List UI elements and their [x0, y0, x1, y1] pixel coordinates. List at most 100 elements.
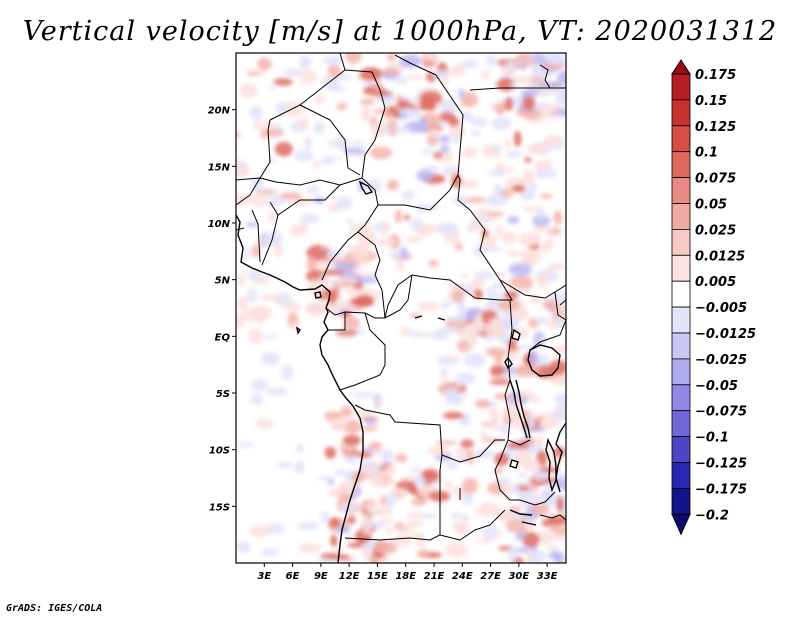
velocity-blob [463, 59, 478, 68]
velocity-blob [509, 311, 525, 317]
velocity-blob [473, 271, 497, 280]
velocity-blob [490, 414, 499, 431]
velocity-blob [482, 438, 505, 443]
velocity-blob [275, 101, 287, 115]
velocity-blob [481, 69, 491, 81]
colorbar-segment [671, 254, 691, 282]
velocity-blob [376, 462, 385, 468]
velocity-blob [362, 545, 370, 561]
velocity-blob [465, 196, 487, 204]
velocity-blob [461, 514, 469, 522]
velocity-blob [506, 441, 530, 449]
velocity-blob [345, 53, 362, 64]
velocity-blob [520, 62, 527, 71]
lat-tick-label: 15S [209, 502, 230, 513]
colorbar-segment [671, 73, 691, 101]
lat-tick-label: 10N [208, 219, 231, 230]
velocity-blob [551, 407, 566, 422]
velocity-blob [448, 117, 460, 128]
velocity-blob [553, 551, 565, 563]
velocity-blob [531, 471, 549, 481]
colorbar-bottom-arrow [671, 513, 691, 536]
velocity-blob [515, 547, 530, 553]
velocity-blob [524, 156, 532, 163]
velocity-blob [304, 137, 311, 145]
velocity-blob [440, 368, 448, 377]
velocity-blob [440, 144, 450, 153]
colorbar: 0.175 0.15 0.125 0.1 0.075 0.05 0.025 0.0125 0.0… [671, 59, 756, 536]
colorbar-segment [671, 462, 691, 489]
velocity-blob [347, 515, 356, 525]
velocity-blob [350, 245, 371, 261]
velocity-blob [281, 364, 294, 380]
velocity-blob [545, 235, 554, 251]
colorbar-label: −0.025 [695, 353, 747, 368]
lat-tick-label: 5S [216, 389, 230, 400]
velocity-blob [399, 246, 408, 260]
velocity-blob [283, 301, 301, 312]
velocity-blob [434, 440, 458, 445]
velocity-blob [332, 547, 344, 553]
velocity-blob [513, 327, 529, 339]
velocity-blob [375, 291, 382, 302]
velocity-blob [299, 69, 318, 84]
velocity-blob [342, 147, 366, 155]
colorbar-label: −0.2 [695, 508, 729, 523]
grads-credit: GrADS: IGES/COLA [6, 603, 103, 614]
velocity-blob [448, 65, 466, 77]
velocity-blob [321, 155, 335, 165]
velocity-blob [546, 544, 558, 550]
velocity-blob [516, 53, 533, 62]
colorbar-segment [671, 384, 691, 412]
velocity-blob [247, 269, 263, 282]
velocity-blob [377, 518, 396, 523]
velocity-blob [526, 143, 549, 155]
velocity-blob [495, 529, 502, 537]
colorbar-label: −0.005 [695, 301, 747, 316]
velocity-blob [478, 502, 501, 518]
velocity-blob [372, 108, 391, 115]
velocity-blob [516, 472, 528, 478]
velocity-blob [236, 163, 251, 178]
velocity-blob [250, 379, 268, 392]
velocity-blob [454, 243, 464, 251]
velocity-blob [267, 158, 278, 163]
velocity-blob [527, 181, 538, 192]
velocity-blob [246, 288, 258, 304]
velocity-blob [417, 301, 440, 312]
velocity-blob [396, 99, 410, 110]
velocity-blob [553, 392, 566, 405]
velocity-blob [525, 548, 533, 563]
colorbar-segment [671, 487, 691, 515]
velocity-blob [268, 85, 277, 90]
velocity-blob [518, 232, 542, 246]
velocity-blob [335, 330, 358, 336]
velocity-blob [250, 393, 265, 405]
colorbar-segment [671, 436, 691, 463]
velocity-blob [521, 531, 540, 548]
velocity-blob [466, 449, 474, 465]
lake-mai-ndombe [414, 315, 446, 321]
velocity-blob [351, 471, 367, 482]
velocity-blob [458, 305, 468, 319]
velocity-blob [410, 497, 428, 506]
velocity-field [236, 53, 566, 563]
velocity-blob [455, 382, 463, 388]
velocity-blob [340, 310, 352, 317]
velocity-blob [362, 525, 371, 536]
velocity-blob [442, 411, 464, 420]
lat-tick-label: 20N [208, 106, 231, 117]
velocity-blob [462, 146, 477, 159]
velocity-blob [485, 292, 505, 300]
velocity-blob [490, 144, 502, 152]
velocity-blob [537, 207, 546, 220]
velocity-blob [306, 184, 321, 195]
velocity-blob [360, 81, 379, 86]
velocity-blob [500, 423, 510, 435]
velocity-blob [384, 494, 397, 508]
colorbar-label: 0.005 [695, 275, 736, 290]
colorbar-label: −0.125 [695, 457, 747, 472]
velocity-blob [313, 121, 325, 135]
velocity-blob [419, 90, 443, 106]
velocity-blob [541, 61, 566, 70]
